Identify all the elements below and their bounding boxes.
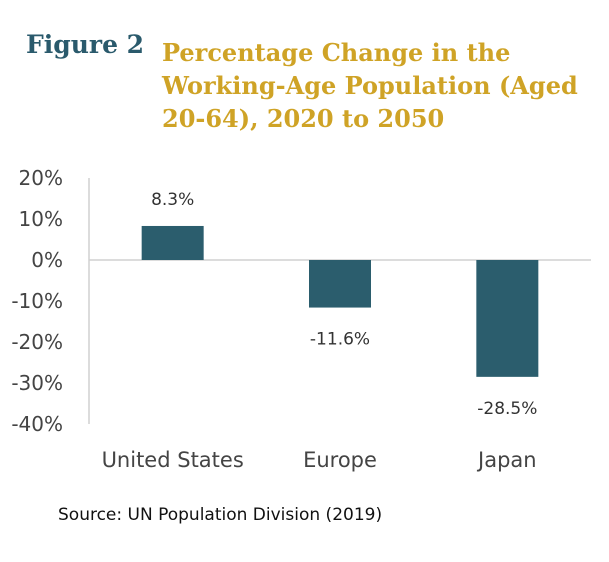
bars [141,225,539,377]
bar-japan [476,260,539,377]
bar-chart: 20% 10% 0% -10% -20% -30% -40% 8.3% -11.6% -28.5… [11,166,591,472]
y-tick-label: -40% [11,412,63,436]
data-labels: 8.3% -11.6% -28.5% [151,190,537,419]
category-labels: United States Europe Japan [102,448,537,472]
y-tick-label: -10% [11,289,63,313]
data-label: -28.5% [477,399,537,419]
figure-label: Figure 2 [26,30,145,59]
chart-title: Percentage Change in the Working-Age Pop… [162,38,578,133]
y-tick-label: -30% [11,371,63,395]
source-note: Source: UN Population Division (2019) [58,505,383,525]
category-label: United States [102,448,244,472]
data-label: 8.3% [151,190,194,210]
y-tick-label: 10% [19,207,63,231]
y-tick-label: 0% [31,248,63,272]
y-tick-label: -20% [11,330,63,354]
category-label: Europe [303,448,377,472]
y-tick-label: 20% [19,166,63,190]
y-axis-ticks: 20% 10% 0% -10% -20% -30% -40% [11,166,63,436]
bar-united-states [141,225,204,260]
bar-europe [309,260,371,308]
category-label: Japan [476,448,537,472]
data-label: -11.6% [310,330,370,350]
